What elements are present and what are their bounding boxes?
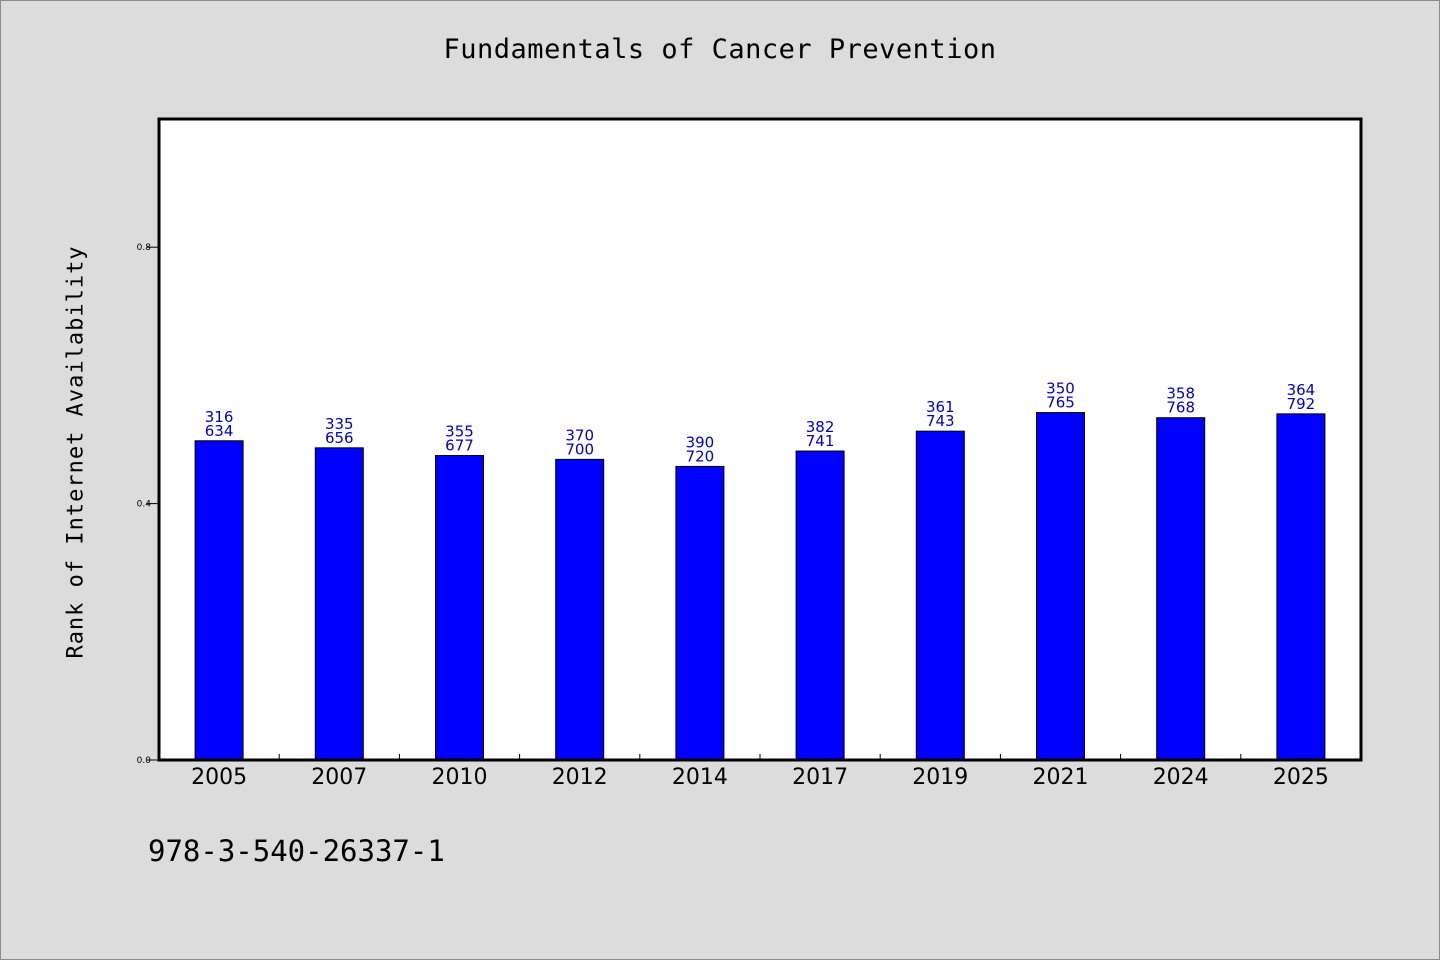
chart-title: Fundamentals of Cancer Prevention [443,34,997,65]
data-label: 370 [565,426,594,444]
data-label: 355 [445,423,474,441]
data-label: 358 [1166,385,1195,403]
x-tick-label: 2019 [912,765,968,790]
data-label: 677 [445,437,474,455]
x-tick-label: 2012 [552,765,608,790]
bar [435,455,484,761]
data-label: 361 [926,398,955,416]
y-tick-label: 0.4 [137,500,152,510]
data-label: 700 [565,440,594,458]
data-label: 743 [926,412,955,430]
data-label: 316 [205,408,234,426]
plot-border [157,117,1363,762]
data-label: 364 [1287,381,1316,399]
data-label: 792 [1287,395,1316,413]
bar [555,458,605,761]
data-label: 768 [1166,399,1195,417]
isbn-text: 978-3-540-26337-1 [148,834,445,868]
bar [795,450,845,761]
data-label: 741 [806,432,835,450]
bar [1276,413,1326,761]
data-label: 382 [806,418,835,436]
bar [1036,412,1085,761]
bar [675,465,725,761]
x-tick-label: 2024 [1153,765,1209,790]
x-tick-label: 2021 [1033,765,1089,790]
bar [1156,417,1206,761]
data-label: 390 [686,433,715,451]
x-tick-label: 2005 [191,765,247,790]
x-tick-label: 2025 [1273,765,1329,790]
y-tick-label: 0.8 [137,243,152,253]
bar [194,440,244,761]
data-label: 765 [1046,394,1075,412]
data-label: 335 [325,415,354,433]
bar [314,447,364,761]
x-tick-label: 2007 [311,765,367,790]
y-tick-label: 0.0 [137,756,152,766]
data-label: 634 [205,422,234,440]
data-label: 720 [686,447,715,465]
bar [915,430,965,761]
data-label: 656 [325,429,354,447]
x-tick-label: 2010 [432,765,488,790]
data-label: 350 [1046,380,1075,398]
x-tick-label: 2014 [672,765,728,790]
x-tick-label: 2017 [792,765,848,790]
